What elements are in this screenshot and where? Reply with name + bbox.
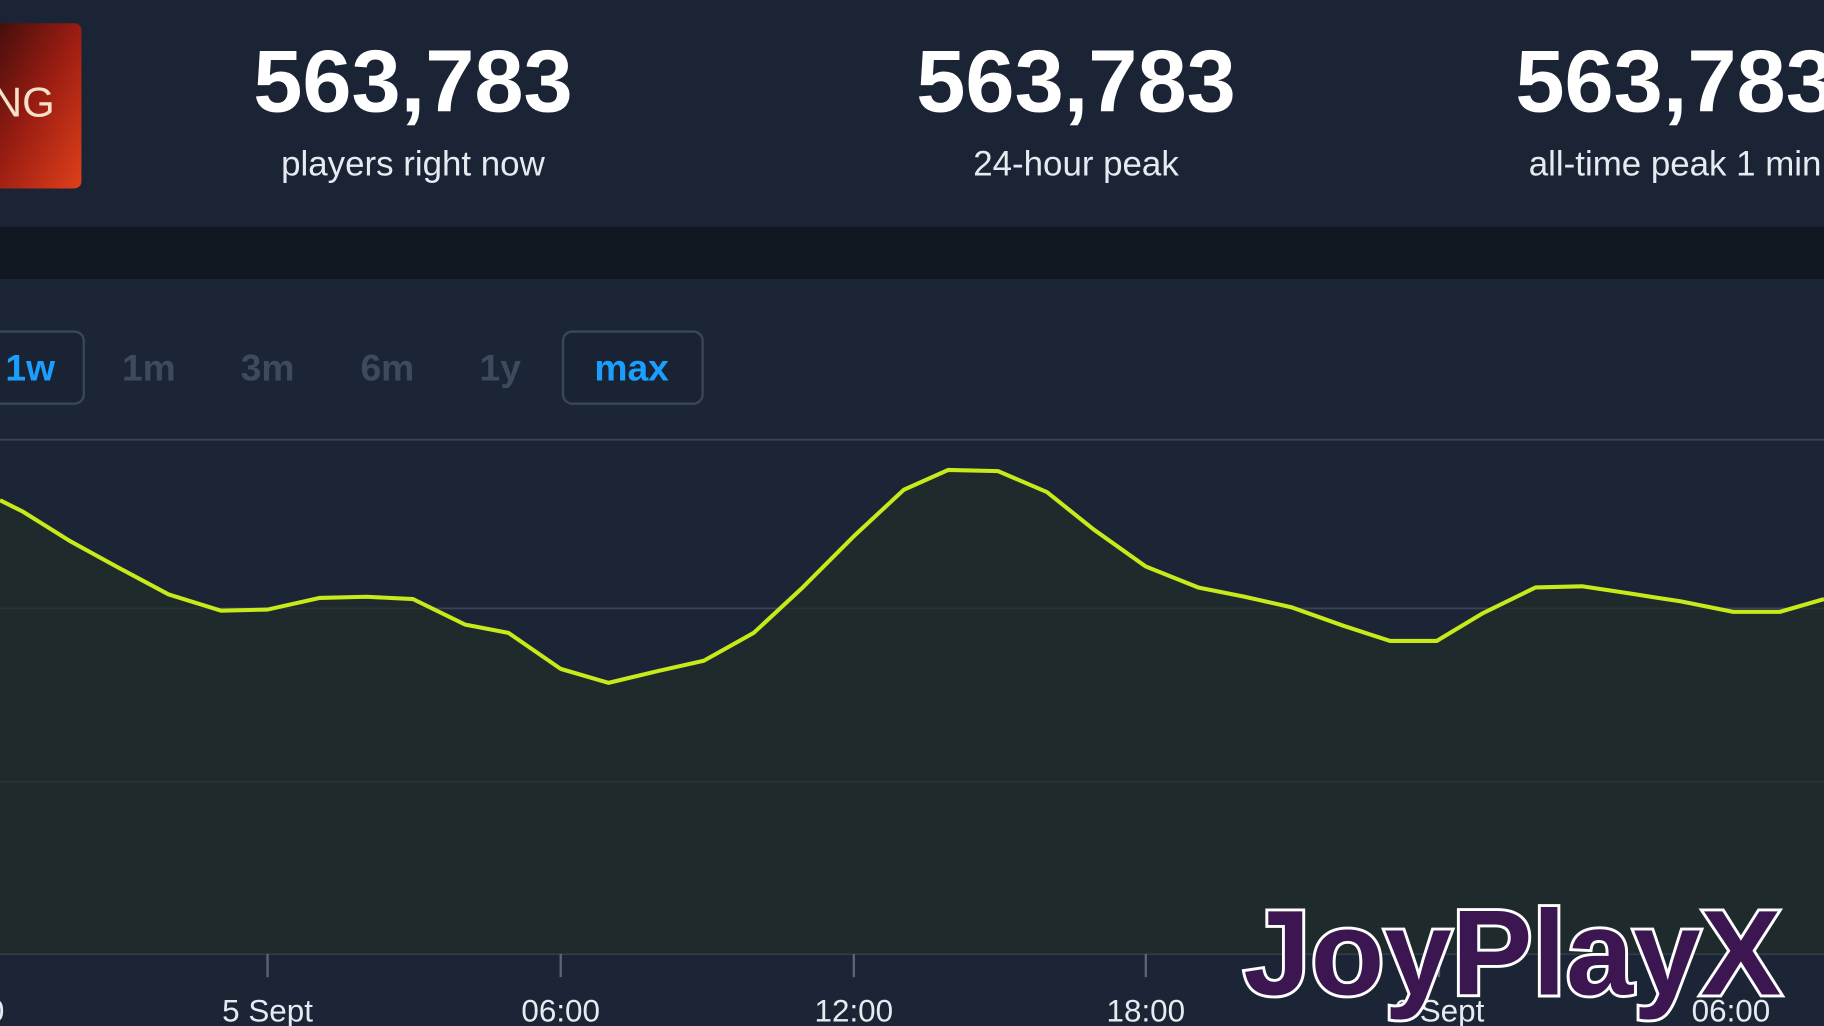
stat-value: 563,783 xyxy=(253,32,573,131)
range-button-frame xyxy=(561,330,704,405)
game-art-glyph: NG xyxy=(0,78,55,125)
x-tick-label: 00:00 xyxy=(0,993,4,1026)
stat-value: 563,783 xyxy=(1515,32,1824,131)
x-tick-label: 12:00 xyxy=(815,993,894,1026)
range-button[interactable]: 1w xyxy=(5,346,56,388)
x-tick-label: 06:00 xyxy=(521,993,600,1026)
divider-band xyxy=(0,226,1824,280)
watermark: JoyPlayX xyxy=(1243,885,1781,1021)
stat-label: players right now xyxy=(281,145,545,184)
stat-label: 24-hour peak xyxy=(973,145,1179,184)
x-tick-label: 18:00 xyxy=(1107,993,1186,1026)
area-fill xyxy=(0,469,1824,954)
range-button[interactable]: 1m xyxy=(122,346,176,388)
x-tick-label: 06:00 xyxy=(1692,993,1771,1026)
stat-value: 563,783 xyxy=(916,32,1236,131)
range-button-frame xyxy=(0,330,85,405)
stat-label: all-time peak 1 min xyxy=(1529,145,1822,184)
range-button[interactable]: 6m xyxy=(360,346,414,388)
range-button[interactable]: 3m xyxy=(241,346,295,388)
x-tick-label: 6 Sept xyxy=(1394,993,1485,1026)
player-line xyxy=(0,467,1824,685)
range-button[interactable]: 1y xyxy=(480,346,522,388)
stats-bar xyxy=(0,0,1824,227)
range-button[interactable]: max xyxy=(594,346,669,388)
game-art xyxy=(0,23,82,189)
x-tick-label: 5 Sept xyxy=(222,993,313,1026)
